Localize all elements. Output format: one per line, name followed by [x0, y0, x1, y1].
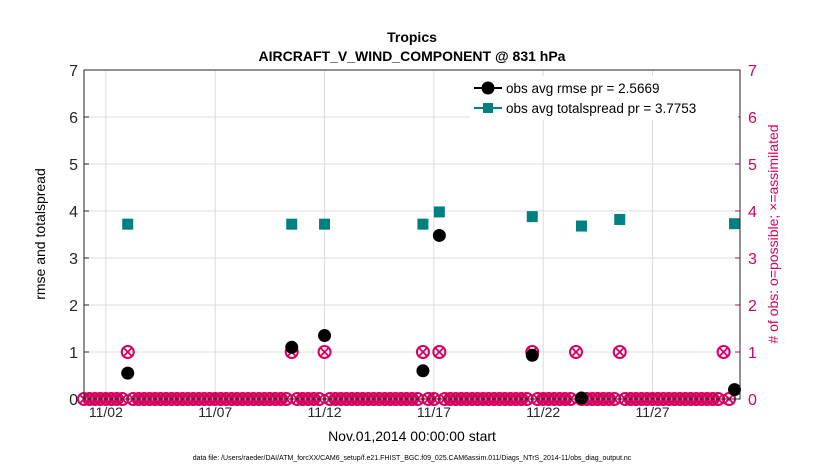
y-tick-label-right: 4	[748, 204, 757, 221]
totalspread-point	[575, 220, 587, 232]
grid	[84, 69, 740, 400]
x-tick-label: 11/17	[417, 404, 451, 420]
obs-assimilated-point	[122, 347, 133, 357]
obs-assimilated-point	[434, 347, 445, 357]
rmse-point	[432, 228, 446, 242]
legend-box	[470, 76, 738, 120]
y-tick-label-right: 0	[748, 392, 757, 409]
totalspread-point	[417, 218, 429, 230]
y-tick-label-left: 7	[69, 63, 78, 80]
y-tick-label-right: 2	[748, 298, 757, 315]
obs-possible-point	[415, 345, 430, 359]
x-tick-label: 11/22	[526, 404, 560, 420]
x-tick-label: 11/27	[636, 404, 670, 420]
legend-rmse-label: obs avg rmse pr = 2.5669	[506, 81, 659, 96]
axis-ticks: 0 1 2 3 4 5 6 7 0 1 2 3 4 5 6 7 11/02 11/07 11/12 11/17 11/2…	[69, 63, 757, 420]
rmse-point	[416, 364, 430, 378]
y-tick-label-left: 6	[69, 110, 78, 127]
y-tick-label-right: 1	[748, 345, 757, 362]
plot-frame	[83, 69, 741, 400]
y-tick-label-left: 0	[69, 392, 78, 409]
x-axis-label: Nov.01,2014 00:00:00 start	[328, 428, 496, 444]
obs-assimilated-point	[319, 347, 330, 357]
obs-possible-point	[612, 345, 627, 359]
y-tick-label-left: 3	[69, 251, 78, 268]
totalspread-point	[614, 213, 626, 225]
legend-rmse-marker	[481, 81, 495, 95]
totalspread-point	[433, 206, 445, 218]
x-tick-label: 11/12	[308, 404, 342, 420]
obs-possible-point	[432, 345, 447, 359]
y-tick-label-left: 2	[69, 298, 78, 315]
y-tick-label-left: 5	[69, 157, 78, 174]
rmse-point	[574, 391, 588, 405]
obs-assimilated-point	[614, 347, 625, 357]
totalspread-point	[286, 218, 298, 230]
rmse-point	[525, 348, 539, 362]
y-tick-label-left: 1	[69, 345, 78, 362]
totalspread-point	[729, 218, 741, 230]
obs-assimilated-point	[571, 347, 581, 357]
chart-title: Tropics	[387, 29, 437, 45]
y-axis-label-left: rmse and totalspread	[32, 168, 48, 300]
y-tick-label-right: 3	[748, 251, 757, 268]
obs-count-series	[77, 345, 737, 406]
obs-possible-point	[569, 345, 583, 359]
y-axis-label-right: # of obs: o=possible; ×=assimilated	[765, 124, 781, 343]
obs-possible-point	[317, 345, 332, 359]
chart-subtitle: AIRCRAFT_V_WIND_COMPONENT @ 831 hPa	[259, 48, 566, 64]
rmse-point	[728, 383, 742, 397]
legend-spread-marker	[483, 103, 493, 113]
footer-data-file: data file: /Users/raeder/DAI/ATM_forcXX/…	[193, 455, 632, 462]
totalspread-point	[122, 218, 134, 230]
totalspread-point	[526, 211, 538, 223]
y-tick-label-right: 5	[748, 157, 757, 174]
y-tick-label-right: 7	[748, 63, 757, 80]
legend: obs avg rmse pr = 2.5669 obs avg totalsp…	[470, 76, 738, 120]
rmse-point	[285, 340, 299, 354]
x-tick-label: 11/07	[198, 404, 232, 420]
obs-possible-point	[716, 345, 731, 359]
rmse-point	[121, 366, 135, 380]
legend-spread-label: obs avg totalspread pr = 3.7753	[506, 101, 696, 116]
x-tick-label: 11/02	[89, 404, 123, 420]
y-tick-label-right: 6	[748, 110, 757, 127]
y-tick-label-left: 4	[69, 204, 78, 221]
data-series	[121, 84, 742, 405]
obs-assimilated-point	[718, 347, 729, 357]
rmse-point	[318, 329, 332, 343]
obs-possible-point	[120, 345, 135, 359]
obs-assimilated-point	[418, 347, 428, 357]
totalspread-point	[319, 218, 331, 230]
